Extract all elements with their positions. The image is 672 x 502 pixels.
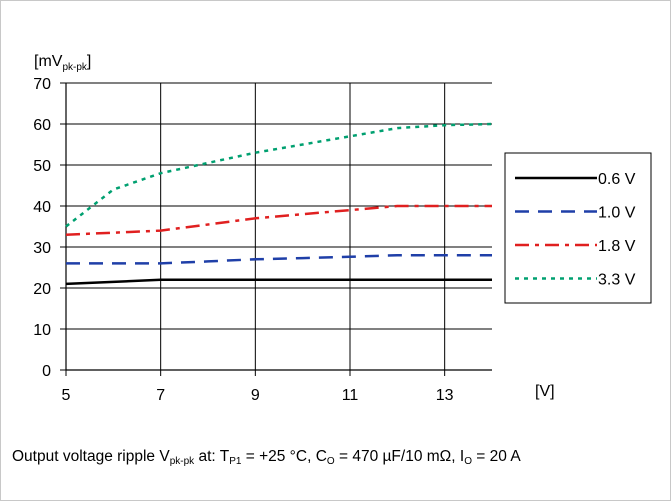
- x-tick-label: 13: [436, 387, 454, 404]
- series-line-0-6-v: [65, 278, 492, 286]
- x-tick-label: 5: [62, 387, 71, 404]
- x-tick-label: 11: [342, 387, 359, 404]
- y-tick-label: 0: [42, 363, 51, 380]
- legend-label: 3.3 V: [598, 272, 636, 289]
- y-tick-label: 20: [33, 281, 51, 298]
- legend-label: 1.8 V: [598, 238, 636, 255]
- axes: [60, 82, 492, 376]
- legend: 0.6 V 1.0 V 1.8 V 3.3 V: [504, 152, 652, 304]
- series-line-1-0-v: [66, 253, 492, 265]
- x-axis-label: [V]: [535, 383, 555, 400]
- y-tick-label: 50: [33, 158, 51, 175]
- y-tick-label: 60: [33, 117, 51, 134]
- series-line-3-3-v: [65, 122, 493, 228]
- tick-labels: 0 10 20 30 40 50 60 70 5 7 9 11 13: [33, 76, 453, 404]
- grid: [66, 82, 492, 370]
- ripple-chart: [mVpk-pk] [V] 0 10 20 30 40 50 60 70 5 7 9 11 13 0.6…: [33, 53, 652, 404]
- y-axis-label: [mVpk-pk]: [34, 53, 91, 73]
- y-tick-label: 40: [33, 199, 51, 216]
- series-line-1-8-v: [65, 204, 492, 236]
- x-tick-label: 7: [156, 387, 165, 404]
- y-tick-label: 10: [33, 322, 51, 339]
- series-lines: [65, 122, 493, 286]
- chart-caption: Output voltage ripple Vpk-pk at: TP1 = +…: [12, 448, 521, 467]
- legend-label: 1.0 V: [598, 205, 636, 222]
- y-tick-label: 70: [33, 76, 51, 93]
- legend-label: 0.6 V: [598, 171, 636, 188]
- y-tick-label: 30: [33, 240, 51, 257]
- x-tick-label: 9: [251, 387, 260, 404]
